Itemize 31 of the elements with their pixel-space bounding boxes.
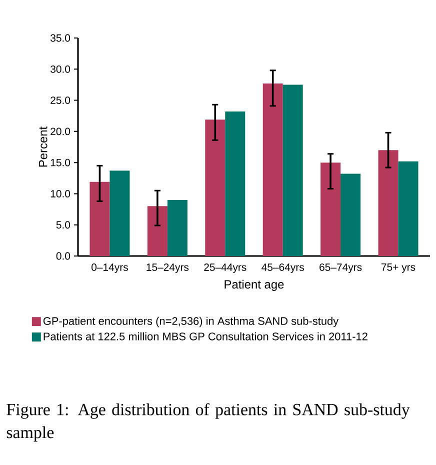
bar [398,161,418,256]
bar [282,84,303,256]
bar [262,83,283,256]
x-tick-label: 65–74yrs [320,264,362,273]
y-tick-label: 35.0 [50,34,70,42]
bar [90,182,110,256]
y-tick-label: 5.0 [56,221,70,229]
bar [167,200,188,256]
legend-label: Patients at 122.5 million MBS GP Consultation Services in 2011-12 [44,332,368,340]
bar [378,150,398,256]
x-tick-label: 45–64yrs [262,264,304,273]
bar [147,206,168,256]
y-tick-label: 20.0 [50,128,70,136]
bar [340,174,361,256]
text: Figure 1: Age distribution of patients in SAND sub-study sample [6,403,410,442]
x-axis-title: Patient age [224,280,284,291]
y-tick-label: 15.0 [50,158,70,166]
bar [205,120,226,256]
y-tick-label: 25.0 [50,96,70,104]
x-tick-label: 75+ yrs [381,264,416,273]
bar [225,112,246,256]
y-tick-label: 0.0 [56,252,70,260]
x-tick-label: 15–24yrs [146,264,189,273]
bar [110,170,130,256]
y-tick-label: 30.0 [50,65,70,73]
x-tick-label: 25–44yrs [204,264,246,273]
legend-label: GP-patient encounters (n=2,536) in Asthma SAND sub-study [43,316,339,328]
y-tick-label: 10.0 [50,190,70,198]
y-axis-title: Percent [38,126,48,167]
bar [320,162,341,256]
x-tick-label: 0–14yrs [92,264,128,273]
